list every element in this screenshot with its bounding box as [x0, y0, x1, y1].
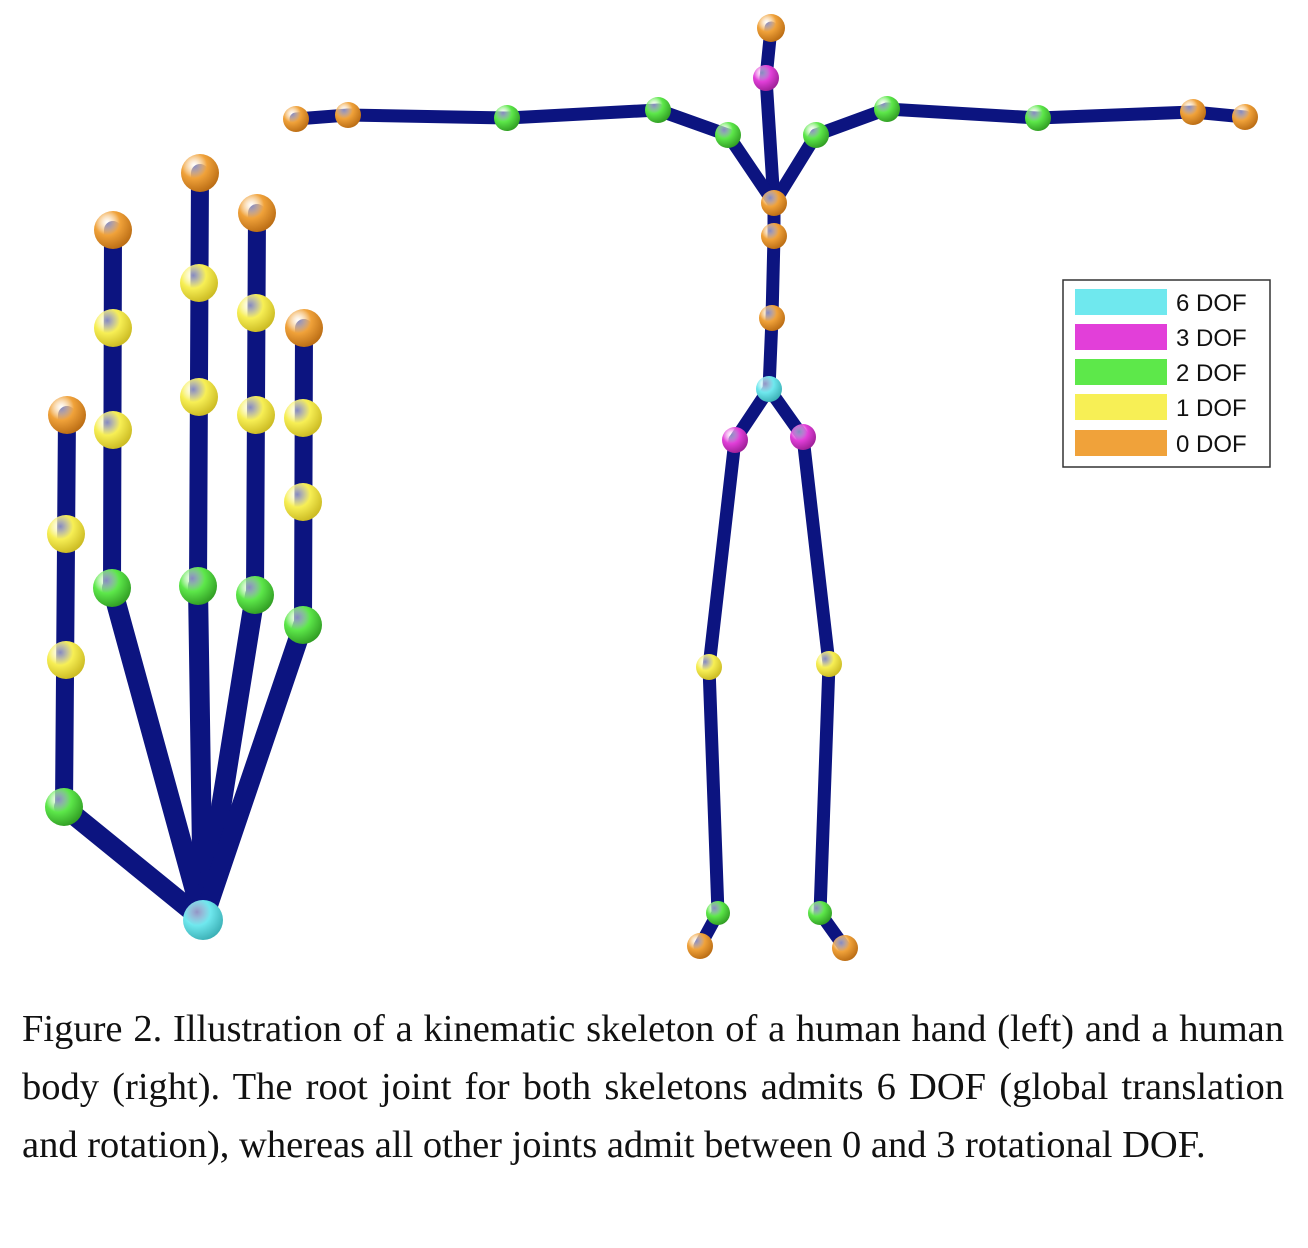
body-skeleton — [283, 14, 1258, 961]
hand-bone — [294, 319, 313, 634]
hand-joints — [45, 154, 323, 940]
body-bone — [767, 128, 823, 210]
legend-label: 1 DOF — [1176, 395, 1247, 422]
body-bone — [796, 430, 836, 671]
hand-skeleton — [45, 154, 323, 940]
legend-entry: 0 DOF — [1075, 430, 1247, 458]
hand-bone — [54, 797, 213, 930]
hand-joint-0dof — [238, 194, 276, 232]
legend-entry: 2 DOF — [1075, 359, 1247, 387]
hand-joint-1dof — [180, 378, 218, 416]
hand-bone — [102, 578, 213, 930]
body-joint-2dof — [706, 901, 730, 925]
body-joint-2dof — [803, 122, 829, 148]
body-joint-2dof — [874, 96, 900, 122]
legend-swatch — [1075, 324, 1167, 350]
hand-root-joint-6dof — [183, 900, 223, 940]
body-joint-3dof — [722, 427, 748, 453]
hand-joint-2dof — [179, 567, 217, 605]
body-joint-1dof — [696, 654, 722, 680]
body-bone — [759, 71, 781, 210]
body-joint-0dof — [335, 102, 361, 128]
legend-label: 6 DOF — [1176, 290, 1247, 317]
legend-swatch — [1075, 289, 1167, 315]
body-joint-0dof — [757, 14, 785, 42]
hand-joint-1dof — [284, 399, 322, 437]
hand-joint-2dof — [45, 788, 83, 826]
body-joint-0dof — [687, 933, 713, 959]
body-joint-3dof — [790, 424, 816, 450]
body-joint-0dof — [832, 935, 858, 961]
body-bone — [813, 657, 836, 920]
body-bone — [721, 128, 781, 210]
body-bone — [702, 660, 725, 920]
body-joint-0dof — [761, 190, 787, 216]
hand-bone — [193, 615, 313, 930]
skeleton-figure: 6 DOF 3 DOF 2 DOF 1 DOF 0 DOF — [45, 14, 1271, 961]
hand-joint-1dof — [237, 294, 275, 332]
hand-joint-2dof — [284, 606, 322, 644]
hand-joint-1dof — [94, 411, 132, 449]
hand-bone — [55, 406, 76, 816]
hand-joint-1dof — [47, 641, 85, 679]
hand-joint-0dof — [94, 211, 132, 249]
body-joint-0dof — [1232, 104, 1258, 130]
legend-swatch — [1075, 359, 1167, 385]
body-bones — [289, 21, 1252, 955]
body-bone — [702, 433, 742, 674]
legend-label: 2 DOF — [1176, 360, 1247, 387]
body-joint-2dof — [645, 97, 671, 123]
legend-entry: 3 DOF — [1075, 324, 1247, 352]
body-root-joint-6dof — [756, 376, 782, 402]
body-bone — [341, 108, 514, 125]
legend-label: 0 DOF — [1176, 431, 1247, 458]
body-joint-2dof — [494, 105, 520, 131]
legend-entry: 1 DOF — [1075, 394, 1247, 422]
figure-caption: Figure 2. Illustration of a kinematic sk… — [22, 1008, 1284, 1166]
body-joint-2dof — [1025, 105, 1051, 131]
hand-joint-1dof — [180, 264, 218, 302]
hand-joint-1dof — [94, 309, 132, 347]
body-joint-0dof — [761, 223, 787, 249]
body-joint-3dof — [753, 65, 779, 91]
body-joint-1dof — [816, 651, 842, 677]
body-bone — [500, 103, 665, 125]
body-bone — [880, 102, 1045, 125]
body-bone — [765, 229, 781, 325]
body-joint-2dof — [808, 901, 832, 925]
legend-label: 3 DOF — [1176, 325, 1247, 352]
hand-joint-0dof — [181, 154, 219, 192]
body-joint-0dof — [1180, 99, 1206, 125]
hand-joint-2dof — [93, 569, 131, 607]
hand-joint-1dof — [237, 396, 275, 434]
body-joint-0dof — [759, 305, 785, 331]
hand-bone — [103, 221, 122, 597]
body-joint-0dof — [283, 106, 309, 132]
body-joints — [283, 14, 1258, 961]
dof-legend: 6 DOF 3 DOF 2 DOF 1 DOF 0 DOF — [1062, 279, 1271, 468]
legend-swatch — [1075, 394, 1167, 420]
hand-joint-1dof — [47, 515, 85, 553]
body-joint-2dof — [715, 122, 741, 148]
legend-swatch — [1075, 430, 1167, 456]
body-bone — [1031, 105, 1200, 125]
hand-joint-0dof — [285, 309, 323, 347]
hand-joint-0dof — [48, 396, 86, 434]
hand-joint-1dof — [284, 483, 322, 521]
legend-entry: 6 DOF — [1075, 289, 1247, 317]
hand-joint-2dof — [236, 576, 274, 614]
